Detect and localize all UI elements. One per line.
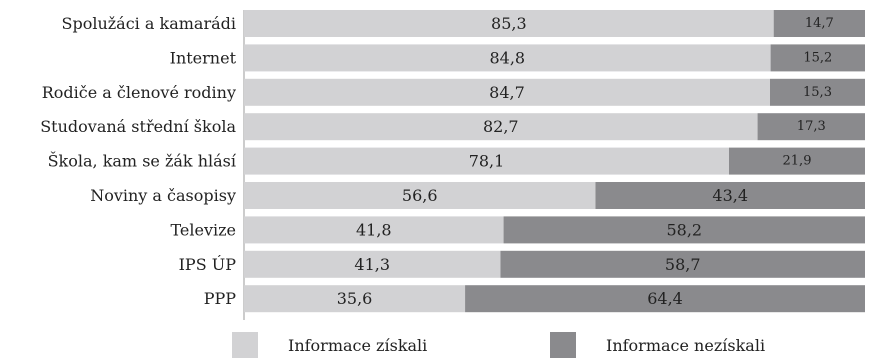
legend-item-not-received: Informace nezískali (550, 332, 765, 358)
bar-not-received (465, 285, 865, 313)
data-label-received: 35,6 (337, 289, 373, 308)
bar-not-received (500, 250, 865, 278)
data-label-not-received: 58,2 (666, 220, 702, 239)
data-label-received: 41,3 (354, 255, 390, 274)
bar-received (244, 216, 504, 244)
bar-not-received (769, 78, 865, 106)
category-label: IPS ÚP (179, 254, 237, 274)
bar-received (244, 78, 770, 106)
bars-group: Spolužáci a kamarádi 85,3 14,7 Internet 84,8… (40, 10, 865, 313)
legend-label-received: Informace získali (288, 335, 428, 355)
data-label-received: 78,1 (469, 152, 505, 171)
data-label-received: 84,8 (489, 48, 525, 67)
data-label-received: 56,6 (402, 186, 438, 205)
data-label-received: 85,3 (491, 14, 527, 33)
legend-swatch-received (232, 332, 258, 358)
bar-received (244, 147, 730, 175)
category-label: Škola, kam se žák hlásí (48, 151, 237, 171)
bar-not-received (729, 147, 865, 175)
bar-received (244, 10, 774, 37)
bar-received (244, 44, 771, 72)
category-label: Noviny a časopisy (90, 186, 236, 205)
stacked-bar-chart: Spolužáci a kamarádi 85,3 14,7 Internet 84,8… (40, 10, 865, 320)
data-label-received: 82,7 (483, 117, 519, 136)
bar-not-received (503, 216, 865, 244)
legend-item-received: Informace získali (232, 332, 427, 358)
bar-received (244, 250, 501, 278)
data-label-not-received: 58,7 (665, 255, 701, 274)
data-label-not-received: 14,7 (805, 16, 834, 31)
legend-label-not-received: Informace nezískali (606, 335, 766, 355)
category-label: Internet (170, 48, 237, 67)
bar-received (244, 182, 596, 209)
bar-not-received (773, 10, 865, 37)
category-label: Studovaná střední škola (40, 117, 236, 136)
bar-received (244, 113, 758, 141)
bar-not-received (757, 113, 865, 141)
category-label: Rodiče a členové rodiny (42, 83, 236, 102)
bar-received (244, 285, 466, 313)
category-label: Televize (170, 220, 236, 239)
bar-not-received (770, 44, 865, 72)
legend-swatch-not-received (550, 332, 576, 358)
data-label-received: 84,7 (489, 83, 525, 102)
data-label-not-received: 17,3 (797, 119, 826, 134)
category-label: Spolužáci a kamarádi (61, 14, 236, 33)
data-label-received: 41,8 (356, 220, 392, 239)
data-label-not-received: 15,2 (803, 50, 832, 65)
data-label-not-received: 15,3 (803, 85, 832, 100)
category-label: PPP (204, 289, 237, 308)
legend: Informace získali Informace nezískali (0, 330, 872, 360)
data-label-not-received: 21,9 (783, 154, 812, 169)
data-label-not-received: 43,4 (712, 186, 748, 205)
bar-not-received (595, 182, 865, 209)
data-label-not-received: 64,4 (647, 289, 683, 308)
